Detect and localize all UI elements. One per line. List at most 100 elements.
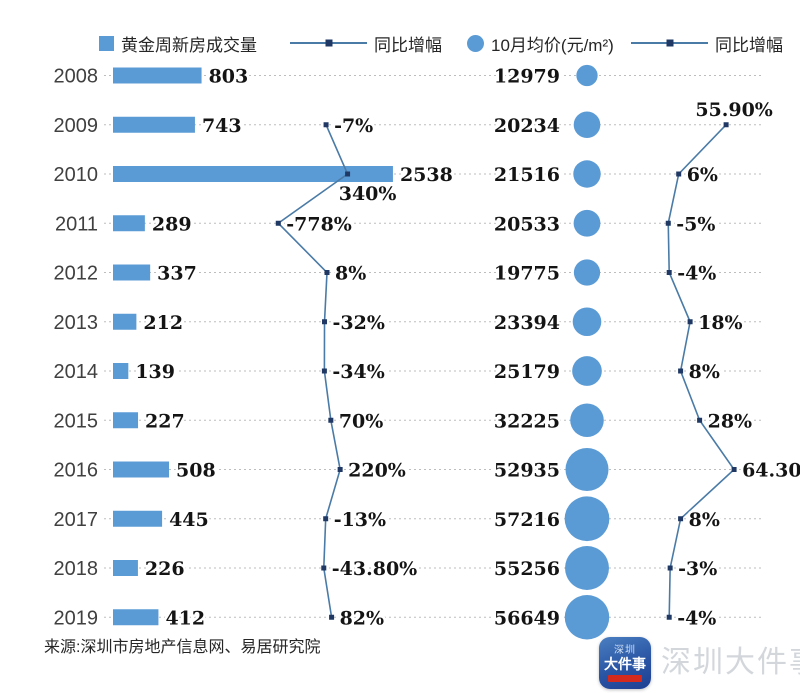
price-yoy-marker [666, 270, 672, 275]
price-bubble [573, 209, 601, 237]
year-label: 2010 [54, 164, 99, 186]
volume-yoy-label: -34% [332, 361, 384, 383]
price-yoy-marker [667, 565, 673, 571]
volume-yoy-marker [329, 614, 335, 620]
price-yoy-label: 55.90% [695, 99, 773, 121]
volume-value: 803 [209, 66, 249, 88]
year-label: 2014 [54, 361, 99, 383]
price-yoy-label: 64.30% [742, 460, 800, 482]
volume-yoy-marker [345, 171, 351, 177]
volume-yoy-label: -43.80% [332, 558, 417, 580]
volume-yoy-label: 220% [348, 460, 406, 482]
watermark-logo-line2: 大件事 [604, 655, 646, 672]
price-yoy-label: -5% [676, 213, 715, 235]
volume-value: 2538 [400, 164, 453, 186]
volume-bar [113, 510, 163, 527]
legend-label-price: 10月均价(元/m²) [491, 35, 614, 55]
legend-item-volume-yoy: 同比增幅 [290, 34, 442, 55]
volume-yoy-label: 340% [339, 183, 397, 205]
price-yoy-marker [676, 171, 682, 177]
volume-bar [113, 412, 139, 429]
price-bubble [573, 160, 601, 188]
watermark-logo: 深圳 大件事 [599, 637, 651, 689]
line-marker-icon [666, 39, 673, 47]
price-bubble [564, 496, 610, 542]
year-label: 2016 [54, 460, 99, 482]
price-yoy-marker [665, 220, 671, 226]
price-bubble [565, 447, 609, 492]
price-bubble [565, 546, 609, 590]
volume-yoy-label: 70% [339, 410, 384, 432]
volume-bar [113, 116, 195, 133]
volume-bar [113, 560, 138, 576]
volume-value: 212 [143, 312, 183, 334]
volume-yoy-marker [321, 368, 327, 374]
volume-yoy-label: 8% [335, 263, 366, 285]
year-label: 2012 [54, 263, 99, 285]
price-yoy-marker [678, 516, 684, 522]
price-value: 55256 [494, 558, 560, 580]
line-swatch-icon [290, 39, 367, 47]
volume-value: 226 [145, 558, 185, 580]
price-value: 19775 [494, 263, 560, 285]
price-yoy-marker [731, 467, 737, 472]
line-swatch-icon [631, 39, 708, 47]
year-label: 2008 [54, 66, 99, 88]
legend-label-volume: 黄金周新房成交量 [121, 35, 257, 55]
volume-yoy-marker [323, 122, 329, 128]
price-value: 32225 [494, 410, 560, 432]
price-bubble [573, 259, 601, 286]
logo-red-stripe-icon [608, 674, 642, 682]
legend-item-price: 10月均价(元/m²) [467, 34, 614, 55]
price-bubble [572, 356, 602, 386]
price-value: 52935 [494, 460, 560, 482]
legend-item-price-yoy: 同比增幅 [631, 34, 783, 55]
volume-value: 337 [157, 263, 197, 285]
price-yoy-label: 8% [689, 509, 720, 531]
price-yoy-label: -4% [677, 263, 716, 285]
legend-item-volume: 黄金周新房成交量 [99, 34, 257, 55]
volume-yoy-label: -7% [334, 115, 373, 137]
year-label: 2015 [54, 410, 99, 432]
bubble-swatch-icon [467, 34, 484, 52]
volume-bar [113, 166, 393, 182]
price-value: 20533 [494, 213, 560, 235]
volume-yoy-marker [322, 319, 328, 325]
legend-label-price-yoy: 同比增幅 [715, 35, 783, 55]
volume-yoy-marker [324, 270, 330, 275]
price-yoy-label: 28% [708, 410, 753, 432]
year-label: 2009 [54, 115, 99, 137]
volume-value: 227 [145, 410, 185, 432]
source-note: 来源:深圳市房地产信息网、易居研究院 [44, 639, 321, 656]
volume-yoy-marker [321, 565, 327, 571]
price-bubble [573, 111, 601, 139]
volume-bar [113, 215, 145, 232]
price-bubble [564, 594, 610, 640]
volume-yoy-label: -778% [286, 213, 352, 235]
volume-yoy-label: -32% [333, 312, 385, 334]
year-label: 2013 [54, 312, 99, 334]
price-yoy-label: 8% [689, 361, 720, 383]
volume-yoy-marker [275, 220, 281, 226]
volume-bar [113, 313, 137, 330]
price-yoy-marker [678, 368, 684, 374]
volume-value: 289 [152, 213, 192, 235]
price-bubble [572, 307, 602, 337]
price-yoy-marker [697, 417, 703, 423]
volume-value: 508 [176, 460, 216, 482]
volume-yoy-label: -13% [334, 509, 386, 531]
price-bubble [570, 403, 604, 438]
bar-swatch-icon [99, 35, 114, 51]
price-yoy-label: -4% [677, 607, 716, 629]
year-label: 2019 [54, 607, 99, 629]
volume-bar [113, 264, 151, 281]
price-value: 56649 [494, 607, 560, 629]
year-label: 2017 [54, 509, 99, 531]
price-value: 23394 [494, 312, 560, 334]
price-yoy-label: 6% [687, 164, 718, 186]
volume-yoy-marker [337, 467, 343, 472]
line-marker-icon [325, 39, 332, 47]
